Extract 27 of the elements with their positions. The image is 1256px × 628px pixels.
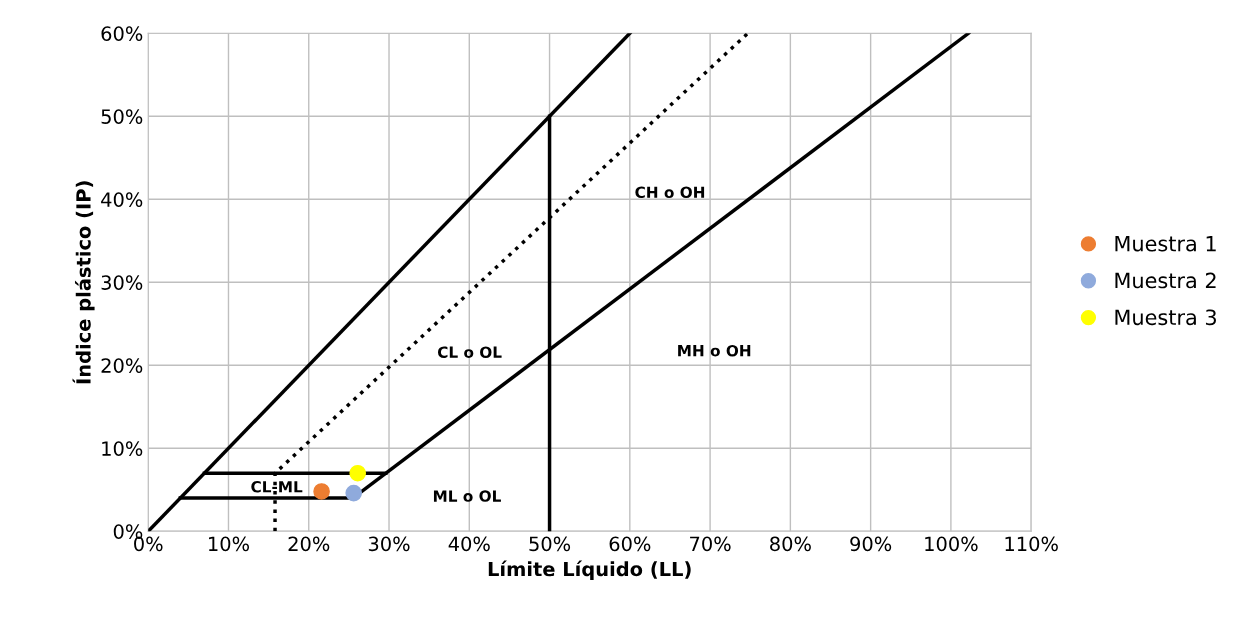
- y-tick-label: 50%: [101, 109, 143, 124]
- y-tick-label: 40%: [101, 192, 143, 207]
- x-tick-label: 10%: [209, 536, 250, 552]
- x-tick-label: 70%: [690, 536, 731, 552]
- legend-label: Muestra 3: [1115, 309, 1216, 326]
- annotation: ML o OL: [433, 490, 501, 502]
- x-tick-label: 80%: [770, 536, 811, 552]
- x-axis-title: Límite Líquido (LL): [488, 560, 691, 581]
- x-tick-label: 30%: [368, 536, 410, 552]
- x-tick-label: 20%: [288, 536, 330, 552]
- legend-label: Muestra 2: [1115, 272, 1216, 289]
- y-tick-label: 10%: [102, 441, 143, 456]
- x-tick-label: 60%: [609, 536, 651, 552]
- legend-label: Muestra 1: [1115, 236, 1216, 252]
- x-tick-label: 110%: [1005, 536, 1058, 552]
- y-tick-label: 60%: [101, 26, 143, 41]
- x-tick-label: 90%: [850, 536, 892, 552]
- x-tick-label: 100%: [925, 536, 978, 552]
- y-tick-label: 20%: [101, 358, 143, 373]
- annotation: MH o OH: [678, 344, 751, 357]
- x-tick-label: 40%: [448, 536, 490, 552]
- annotation: CL o OL: [437, 346, 502, 358]
- annotation: CL-ML: [251, 481, 303, 493]
- y-tick-label: 30%: [101, 275, 143, 290]
- annotation: CH o OH: [635, 186, 705, 199]
- x-tick-label: 50%: [529, 536, 571, 552]
- y-axis-title: Índice plástico (IP): [72, 181, 95, 384]
